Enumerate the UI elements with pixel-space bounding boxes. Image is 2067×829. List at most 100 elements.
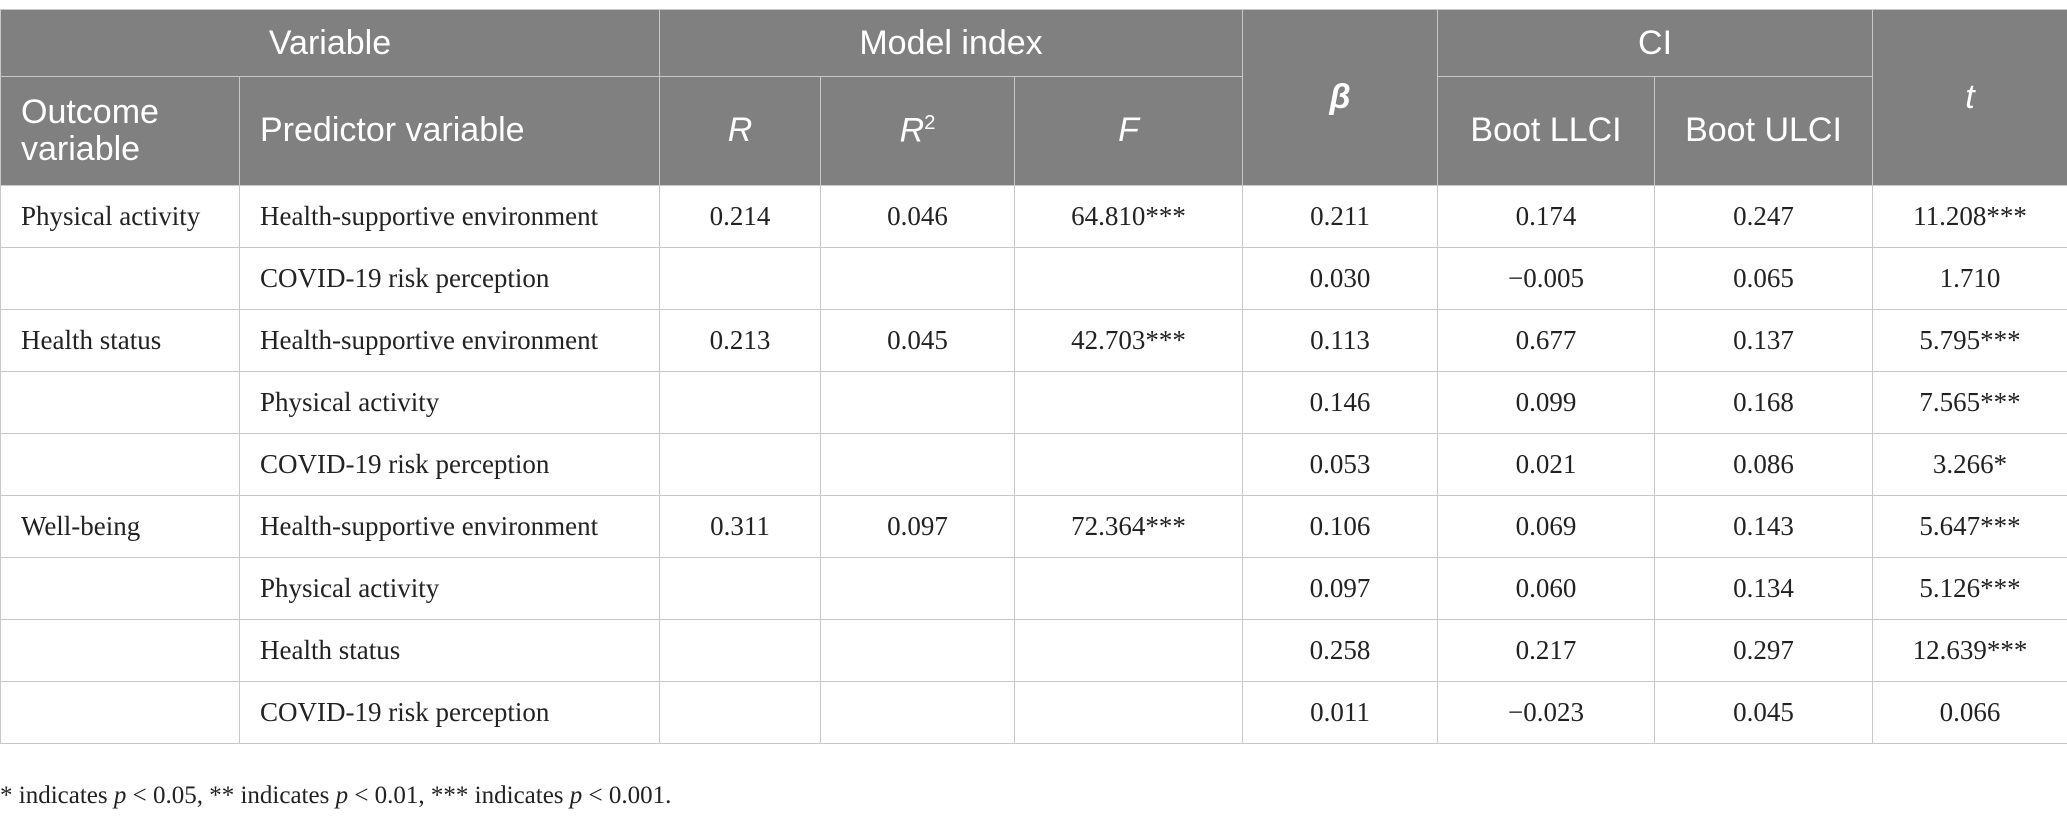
table-cell: 0.045 [820,309,1016,372]
header-row: Variable Model index β CI t [0,9,2067,186]
table-cell: −0.023 [1437,681,1656,744]
table-cell [1014,247,1244,310]
table-cell [820,619,1016,682]
table-cell: Well-being [0,495,240,558]
table-cell: 0.065 [1654,247,1874,310]
table-cell: 0.214 [659,185,822,248]
header-cell: R [659,76,822,186]
header-cell: Outcome variable [0,76,240,186]
header-cell: Predictor variable [238,76,661,186]
header-cell: CI [1437,9,1874,77]
table-row: Health status Health-supportive environme… [0,309,2067,372]
table-cell [659,619,822,682]
table-cell [1014,371,1244,434]
table-cell: Physical activity [238,557,661,620]
table-cell: 0.168 [1654,371,1874,434]
table-cell: COVID-19 risk perception [238,681,661,744]
table-cell: 0.045 [1654,681,1874,744]
table-cell: 0.021 [1437,433,1656,496]
footnote: * indicates p < 0.05, ** indicates p < 0… [0,782,671,810]
table-cell: 0.011 [1242,681,1439,744]
table-cell [0,433,240,496]
table-cell: 1.710 [1872,247,2067,310]
footnote-text: p [569,782,583,809]
table-cell: 5.647*** [1872,495,2067,558]
footnote-text: p [335,782,349,809]
table-cell [820,433,1016,496]
table-cell: Physical activity [0,185,240,248]
header-text: F [1118,111,1139,150]
table-row: Physical activity Health-supportive envir… [0,185,2067,248]
table-cell: 0.066 [1872,681,2067,744]
table-row: Physical activity 0.146 0.099 0.168 7.565*** [0,371,2067,434]
table-cell: 12.639*** [1872,619,2067,682]
table-cell: 0.097 [1242,557,1439,620]
header-cell: Model index [659,9,1244,77]
table-cell: −0.005 [1437,247,1656,310]
table-cell: Physical activity [238,371,661,434]
table-row: Health status 0.258 0.217 0.297 12.639*** [0,619,2067,682]
header-sup: 2 [924,112,936,135]
table-cell [820,557,1016,620]
table-cell [820,681,1016,744]
header-cell: F [1014,76,1244,186]
table-cell: 0.247 [1654,185,1874,248]
table-row: Physical activity 0.097 0.060 0.134 5.126*** [0,557,2067,620]
table-row: Well-being Health-supportive environment 0… [0,495,2067,558]
table-cell: 0.137 [1654,309,1874,372]
table-cell [820,371,1016,434]
table-cell [0,371,240,434]
table-cell [0,247,240,310]
header-cell: β [1242,9,1439,186]
header-cell: Boot ULCI [1654,76,1874,186]
header-cell: R2 [820,76,1016,186]
table-cell: 0.143 [1654,495,1874,558]
table-cell: 72.364*** [1014,495,1244,558]
table-cell: 42.703*** [1014,309,1244,372]
header-text: R [727,111,753,150]
table-cell: 0.677 [1437,309,1656,372]
table-cell: 0.060 [1437,557,1656,620]
table-cell: 7.565*** [1872,371,2067,434]
table-cell: 3.266* [1872,433,2067,496]
table-cell: 0.053 [1242,433,1439,496]
table-cell: Health status [238,619,661,682]
header-text: β [1329,78,1351,116]
table-body: Physical activity Health-supportive envir… [0,185,2067,744]
table-cell: 0.099 [1437,371,1656,434]
table-cell: 0.213 [659,309,822,372]
table-cell: 0.258 [1242,619,1439,682]
table-cell: Health-supportive environment [238,495,661,558]
table-cell: 0.211 [1242,185,1439,248]
table-cell: 0.297 [1654,619,1874,682]
table-cell [0,557,240,620]
table-cell [659,247,822,310]
table-cell [1014,557,1244,620]
table-cell: 64.810*** [1014,185,1244,248]
table-cell: COVID-19 risk perception [238,433,661,496]
table-cell: Health-supportive environment [238,185,661,248]
table-cell: Health-supportive environment [238,309,661,372]
table-cell: 0.311 [659,495,822,558]
header-row: Outcome variable Predictor variable R R2… [0,76,2067,186]
table-cell: 5.795*** [1872,309,2067,372]
table-cell [659,557,822,620]
header-cell: t [1872,9,2067,186]
footnote-text: < 0.01, *** indicates [348,782,570,809]
table-cell: 0.046 [820,185,1016,248]
table-cell: COVID-19 risk perception [238,247,661,310]
table-cell: 5.126*** [1872,557,2067,620]
header-cell: Variable [0,9,661,77]
table-cell: 0.113 [1242,309,1439,372]
footnote-text: p [113,782,127,809]
table-cell: 0.069 [1437,495,1656,558]
table-cell [0,681,240,744]
table-header: Variable Model index β CI t Outcome vari… [0,9,2067,186]
footnote-text: * indicates [0,782,114,809]
table-cell [1014,681,1244,744]
table-row: COVID-19 risk perception 0.011 −0.023 0.045… [0,681,2067,744]
table-cell [0,619,240,682]
table-cell [659,371,822,434]
table-cell: Health status [0,309,240,372]
